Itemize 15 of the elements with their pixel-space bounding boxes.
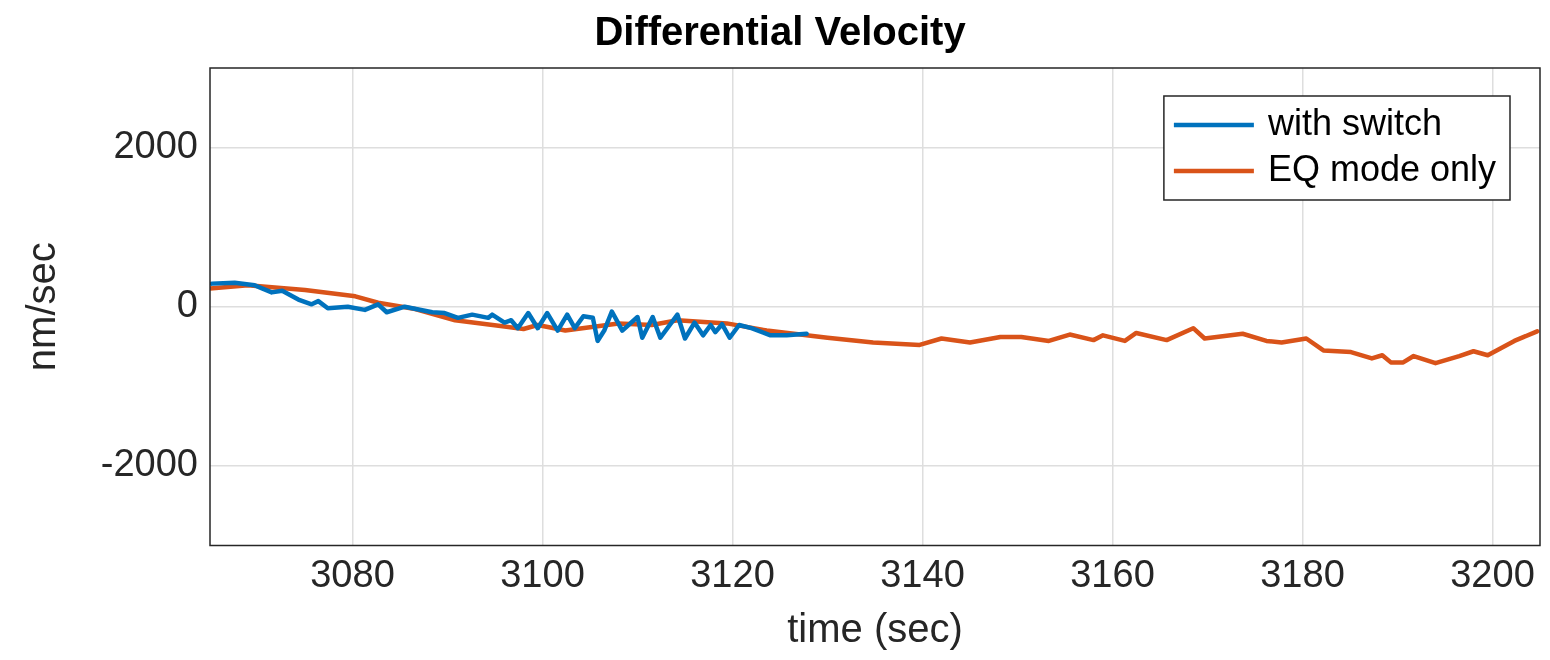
x-tick-label: 3120 [690,552,775,595]
legend-label: EQ mode only [1267,147,1497,189]
x-tick-label: 3140 [880,552,965,595]
x-tick-label: 3080 [310,552,395,595]
x-axis-title: time (sec) [787,606,963,651]
x-tick-label: 3180 [1260,552,1345,595]
y-tick-label: 2000 [113,124,198,167]
x-tick-label: 3200 [1450,552,1535,595]
x-tick-label: 3100 [500,552,585,595]
x-tick-label: 3160 [1070,552,1155,595]
y-tick-label: 0 [176,283,198,326]
legend-label: with switch [1266,101,1442,143]
y-tick-label: -2000 [100,442,198,485]
chart-title: Differential Velocity [594,9,967,54]
y-axis-title: nm/sec [19,242,64,372]
